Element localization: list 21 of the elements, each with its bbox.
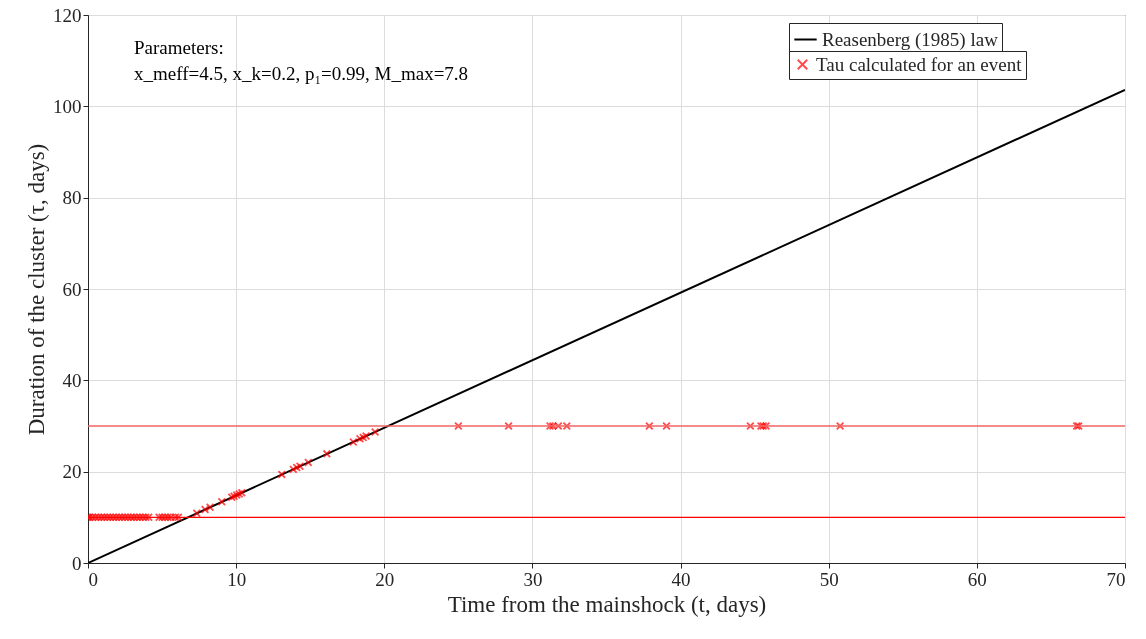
y-tick-label: 0 [72,552,82,574]
x-tick-label: 50 [819,568,839,590]
x-tick-label: 60 [967,568,987,590]
legend-label: Reasenberg (1985) law [822,28,999,51]
y-tick-label: 80 [62,187,82,209]
x-tick-label: 10 [227,568,247,590]
y-tick-label: 120 [53,4,82,26]
legend-label: Tau calculated for an event [816,53,1023,75]
x-tick-label: 0 [88,568,98,590]
y-axis-title: Duration of the cluster (τ, days) [24,143,49,436]
annotation: x_meff=4.5, x_k=0.2, p₁=0.99, M_max=7.8 [134,63,469,84]
x-axis-title: Time from the mainshock (t, days) [447,591,767,617]
x-tick-label: 40 [671,568,691,590]
x-tick-label: 20 [375,568,395,590]
y-tick-label: 60 [62,278,82,300]
annotation: Parameters: [134,37,224,58]
y-tick-label: 20 [62,461,82,483]
y-tick-label: 100 [53,95,82,117]
x-tick-label: 30 [523,568,543,590]
y-tick-label: 40 [62,369,82,391]
x-tick-label: 70 [1106,568,1126,590]
